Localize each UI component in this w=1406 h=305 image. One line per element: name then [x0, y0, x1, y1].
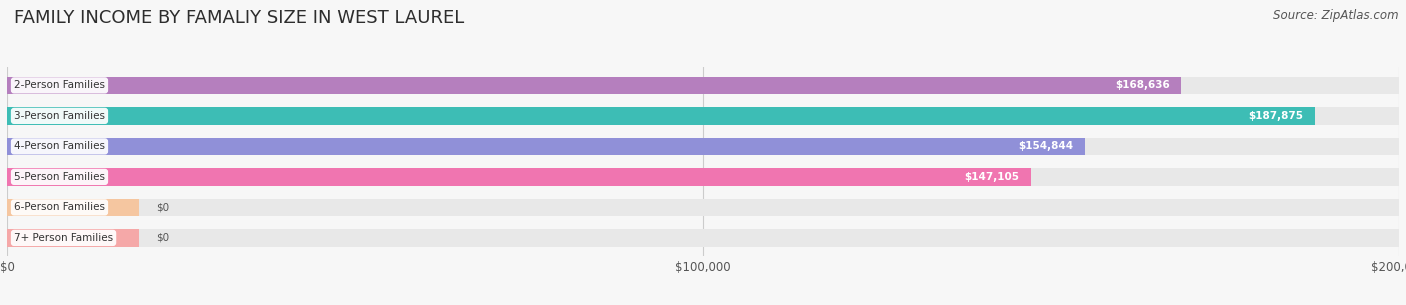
Bar: [7, 107, 1315, 125]
Text: 6-Person Families: 6-Person Families: [14, 203, 105, 212]
Bar: [7, 168, 1399, 186]
Text: FAMILY INCOME BY FAMALIY SIZE IN WEST LAUREL: FAMILY INCOME BY FAMALIY SIZE IN WEST LA…: [14, 9, 464, 27]
Text: 7+ Person Families: 7+ Person Families: [14, 233, 112, 243]
Text: $154,844: $154,844: [1018, 142, 1074, 151]
Text: $187,875: $187,875: [1249, 111, 1303, 121]
Bar: [7, 199, 1399, 216]
Bar: [7, 107, 1399, 125]
Bar: [7, 229, 139, 247]
Text: 4-Person Families: 4-Person Families: [14, 142, 105, 151]
Text: 5-Person Families: 5-Person Families: [14, 172, 105, 182]
Text: $147,105: $147,105: [965, 172, 1019, 182]
Text: $0: $0: [156, 203, 169, 212]
Bar: [7, 77, 1181, 94]
Bar: [7, 199, 139, 216]
Bar: [7, 229, 1399, 247]
Text: 3-Person Families: 3-Person Families: [14, 111, 105, 121]
Text: Source: ZipAtlas.com: Source: ZipAtlas.com: [1274, 9, 1399, 22]
Bar: [7, 138, 1399, 155]
Text: $168,636: $168,636: [1115, 81, 1170, 90]
Bar: [7, 168, 1031, 186]
Text: $0: $0: [156, 233, 169, 243]
Bar: [7, 138, 1084, 155]
Bar: [7, 77, 1399, 94]
Text: 2-Person Families: 2-Person Families: [14, 81, 105, 90]
